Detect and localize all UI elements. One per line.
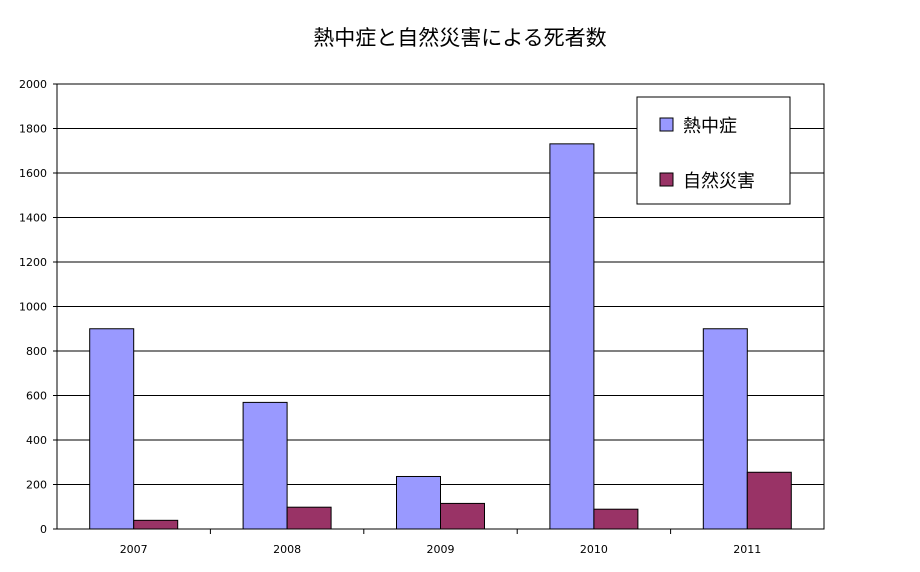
y-tick-label: 1800	[19, 123, 47, 136]
bar-heatstroke	[396, 475, 441, 530]
y-tick-label: 2000	[19, 78, 47, 91]
bar-disaster	[746, 471, 792, 530]
y-tick-label: 600	[26, 390, 47, 403]
y-tick-label: 1400	[19, 212, 47, 225]
y-tick-label: 1000	[19, 301, 47, 314]
y-tick-label: 200	[26, 479, 47, 492]
y-tick-label: 1600	[19, 167, 47, 180]
bar-disaster	[440, 502, 485, 530]
chart-title: 熱中症と自然災害による死者数	[313, 26, 607, 50]
bars	[89, 143, 792, 530]
bar-heatstroke	[242, 401, 288, 530]
bar-heatstroke	[89, 328, 135, 530]
gridlines	[57, 128, 824, 485]
x-axis: 2007 2008 2009 2010 2011	[120, 529, 761, 556]
x-tick-label: 2007	[120, 543, 148, 556]
y-tick-label: 1200	[19, 256, 47, 269]
legend-label: 自然災害	[683, 171, 755, 192]
bar-disaster	[286, 506, 332, 530]
y-tick-label: 800	[26, 345, 47, 358]
x-tick-label: 2010	[580, 543, 608, 556]
legend-label: 熱中症	[683, 116, 737, 137]
y-tick-label: 0	[40, 523, 47, 536]
bar-heatstroke	[702, 328, 748, 530]
legend-swatch	[659, 117, 674, 132]
y-tick-label: 400	[26, 434, 47, 447]
legend-swatch	[659, 172, 674, 187]
x-tick-label: 2008	[273, 543, 301, 556]
x-tick-label: 2009	[427, 543, 455, 556]
x-tick-label: 2011	[733, 543, 761, 556]
bar-heatstroke	[549, 143, 595, 530]
bar-disaster	[593, 508, 639, 530]
bar-disaster	[133, 519, 179, 530]
y-axis: 0 200 400 600 800 1000 1200 1400 1600 1800 2000	[19, 78, 57, 536]
